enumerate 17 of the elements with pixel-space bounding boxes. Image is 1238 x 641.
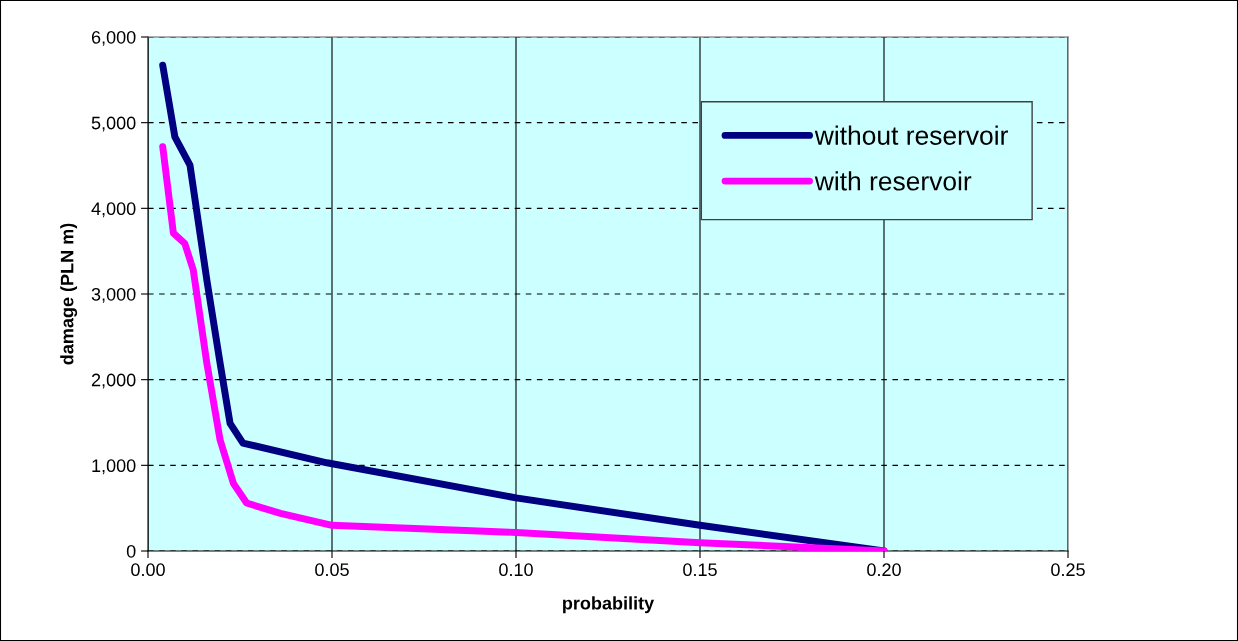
- y-tick-label: 0: [126, 544, 136, 558]
- legend-label: with reservoir: [814, 171, 972, 191]
- x-axis-title: probability: [563, 596, 655, 614]
- x-tick-label: 0.15: [683, 563, 717, 577]
- y-tick-label: 3,000: [91, 287, 136, 303]
- x-tick-label: 0.20: [867, 563, 901, 577]
- y-tick-label: 6,000: [91, 30, 136, 46]
- y-tick-label: 4,000: [91, 202, 136, 218]
- y-tick-label: 5,000: [91, 116, 136, 132]
- y-tick-label: 1,000: [92, 459, 136, 475]
- y-axis-title: damage (PLN m): [60, 223, 78, 365]
- legend-label: without reservoir: [814, 125, 1008, 145]
- x-tick-label: 0.00: [131, 563, 165, 577]
- x-tick-label: 0.10: [499, 563, 533, 577]
- x-tick-label: 0.25: [1051, 563, 1085, 577]
- x-tick-label: 0.05: [315, 563, 349, 577]
- y-tick-label: 2,000: [91, 373, 136, 389]
